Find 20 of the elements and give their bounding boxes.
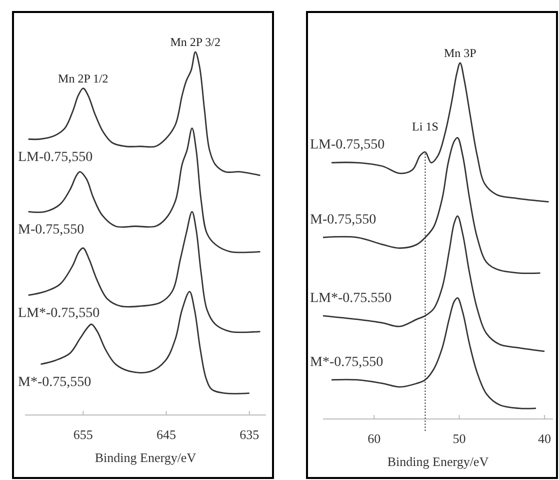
annotation: Mn 2P 3/2 xyxy=(170,35,220,49)
ref-line-label: Li 1S xyxy=(412,120,438,134)
series-label: M*-0.75,550 xyxy=(18,375,92,390)
series-label: M-0.75,550 xyxy=(18,222,84,238)
series-label: M-0.75,550 xyxy=(310,212,376,228)
annotation: Mn 3P xyxy=(444,46,477,60)
x-tick-label: 60 xyxy=(368,431,381,446)
x-tick-label: 655 xyxy=(73,427,93,442)
x-tick-label: 635 xyxy=(240,427,260,442)
series-label: LM-0.75,550 xyxy=(18,150,93,166)
x-tick-label: 40 xyxy=(538,431,551,446)
series-label: LM*-0.75.550 xyxy=(310,290,392,306)
x-axis-title: Binding Energy/eV xyxy=(387,454,490,469)
x-axis-title: Binding Energy/eV xyxy=(94,450,197,465)
series-label: M*-0.75,550 xyxy=(310,354,384,370)
x-tick-label: 645 xyxy=(156,427,176,442)
series-label: LM-0.75,550 xyxy=(310,138,385,153)
annotation: Mn 2P 1/2 xyxy=(58,71,108,86)
series-label: LM*-0.75,550 xyxy=(18,306,100,322)
x-tick-label: 50 xyxy=(452,431,466,446)
